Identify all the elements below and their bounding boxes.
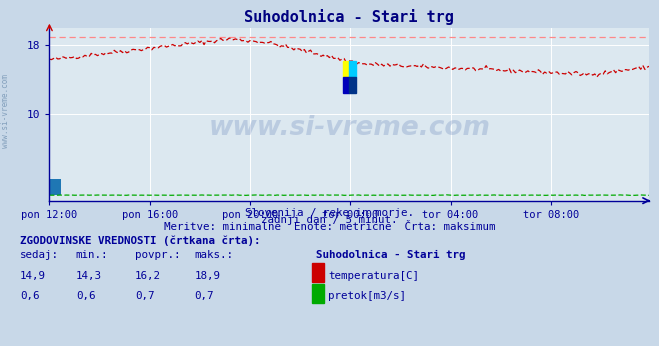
FancyBboxPatch shape [343,61,349,77]
Text: 0,6: 0,6 [76,291,96,301]
Text: www.si-vreme.com: www.si-vreme.com [208,115,490,141]
Text: 0,6: 0,6 [20,291,40,301]
Text: maks.:: maks.: [194,250,233,260]
Text: zadnji dan / 5 minut.: zadnji dan / 5 minut. [261,215,398,225]
Text: Meritve: minimalne  Enote: metrične  Črta: maksimum: Meritve: minimalne Enote: metrične Črta:… [163,222,496,232]
Bar [51,179,61,194]
Text: ZGODOVINSKE VREDNOSTI (črtkana črta):: ZGODOVINSKE VREDNOSTI (črtkana črta): [20,235,260,246]
Text: 14,9: 14,9 [20,271,45,281]
Text: www.si-vreme.com: www.si-vreme.com [1,74,10,148]
Text: 18,9: 18,9 [194,271,220,281]
FancyBboxPatch shape [349,77,356,93]
Text: 14,3: 14,3 [76,271,101,281]
Title: Suhodolnica - Stari trg: Suhodolnica - Stari trg [244,9,454,25]
Text: povpr.:: povpr.: [135,250,181,260]
Text: temperatura[C]: temperatura[C] [328,271,419,281]
Text: Suhodolnica - Stari trg: Suhodolnica - Stari trg [316,250,466,260]
Text: 0,7: 0,7 [135,291,155,301]
FancyBboxPatch shape [349,61,356,77]
Text: Slovenija / reke in morje.: Slovenija / reke in morje. [245,208,414,218]
Text: pretok[m3/s]: pretok[m3/s] [328,291,406,301]
Text: 0,7: 0,7 [194,291,214,301]
Text: 16,2: 16,2 [135,271,161,281]
Text: sedaj:: sedaj: [20,250,59,260]
FancyBboxPatch shape [343,77,349,93]
Text: min.:: min.: [76,250,108,260]
